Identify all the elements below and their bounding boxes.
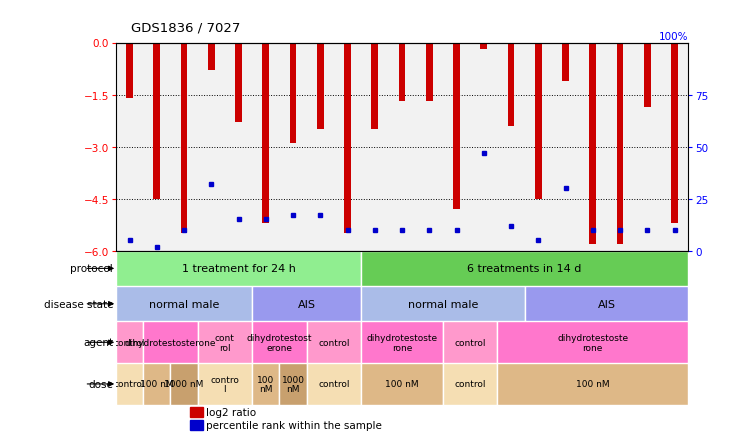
Text: contro
l: contro l xyxy=(210,375,239,393)
Bar xyxy=(508,43,515,126)
Text: dihydrotestost
erone: dihydrotestost erone xyxy=(247,333,312,352)
Bar xyxy=(524,286,688,322)
Text: log2 ratio: log2 ratio xyxy=(206,407,257,417)
Bar xyxy=(252,363,280,405)
Text: control: control xyxy=(114,380,145,388)
Bar xyxy=(372,43,378,130)
Bar xyxy=(426,43,432,102)
Bar xyxy=(116,322,143,363)
Bar xyxy=(307,363,361,405)
Bar xyxy=(153,43,160,199)
Text: 1000
nM: 1000 nM xyxy=(281,375,304,393)
Bar xyxy=(280,363,307,405)
Bar xyxy=(289,43,296,144)
Text: 100%: 100% xyxy=(659,33,688,43)
Text: AIS: AIS xyxy=(598,299,616,309)
Bar xyxy=(307,322,361,363)
Bar xyxy=(317,43,324,130)
Text: cont
rol: cont rol xyxy=(215,333,235,352)
Text: 100 nM: 100 nM xyxy=(576,380,610,388)
Text: protocol: protocol xyxy=(70,264,113,274)
Bar xyxy=(497,322,688,363)
Bar xyxy=(116,251,361,286)
Bar xyxy=(361,322,443,363)
Text: percentile rank within the sample: percentile rank within the sample xyxy=(206,421,382,431)
Bar xyxy=(480,43,487,50)
Text: normal male: normal male xyxy=(408,299,478,309)
Bar xyxy=(535,43,542,199)
Bar xyxy=(252,286,361,322)
Bar xyxy=(562,43,569,82)
Text: 6 treatments in 14 d: 6 treatments in 14 d xyxy=(468,264,582,274)
Text: 100 nM: 100 nM xyxy=(385,380,419,388)
Text: 1 treatment for 24 h: 1 treatment for 24 h xyxy=(182,264,295,274)
Text: control: control xyxy=(318,338,349,347)
Text: dihydrotestoste
rone: dihydrotestoste rone xyxy=(557,333,628,352)
Text: 100 nM: 100 nM xyxy=(140,380,174,388)
Bar xyxy=(252,322,307,363)
Bar xyxy=(361,251,688,286)
Bar xyxy=(143,363,171,405)
Text: control: control xyxy=(455,338,486,347)
Bar xyxy=(190,407,203,417)
Bar xyxy=(497,363,688,405)
Text: GDS1836 / 7027: GDS1836 / 7027 xyxy=(131,22,240,35)
Text: agent: agent xyxy=(83,338,113,348)
Bar xyxy=(443,322,497,363)
Text: 1000 nM: 1000 nM xyxy=(165,380,203,388)
Text: AIS: AIS xyxy=(298,299,316,309)
Bar xyxy=(344,43,351,234)
Text: control: control xyxy=(318,380,349,388)
Bar xyxy=(361,286,524,322)
Bar xyxy=(671,43,678,224)
Text: dihydrotestoste
rone: dihydrotestoste rone xyxy=(367,333,438,352)
Bar xyxy=(181,43,188,234)
Bar xyxy=(644,43,651,108)
Bar xyxy=(197,363,252,405)
Bar xyxy=(263,43,269,224)
Bar xyxy=(361,363,443,405)
Bar xyxy=(116,286,252,322)
Bar xyxy=(235,43,242,123)
Text: disease state: disease state xyxy=(43,299,113,309)
Bar xyxy=(443,363,497,405)
Text: normal male: normal male xyxy=(149,299,219,309)
Bar xyxy=(399,43,405,102)
Bar xyxy=(589,43,596,244)
Bar xyxy=(171,363,197,405)
Text: control: control xyxy=(114,338,145,347)
Bar xyxy=(616,43,623,244)
Bar xyxy=(143,322,197,363)
Bar xyxy=(126,43,133,99)
Bar xyxy=(208,43,215,71)
Text: dihydrotestosterone: dihydrotestosterone xyxy=(125,338,216,347)
Text: control: control xyxy=(455,380,486,388)
Text: 100
nM: 100 nM xyxy=(257,375,275,393)
Text: dose: dose xyxy=(88,379,113,389)
Bar xyxy=(190,420,203,431)
Bar xyxy=(116,363,143,405)
Bar xyxy=(453,43,460,210)
Bar xyxy=(197,322,252,363)
